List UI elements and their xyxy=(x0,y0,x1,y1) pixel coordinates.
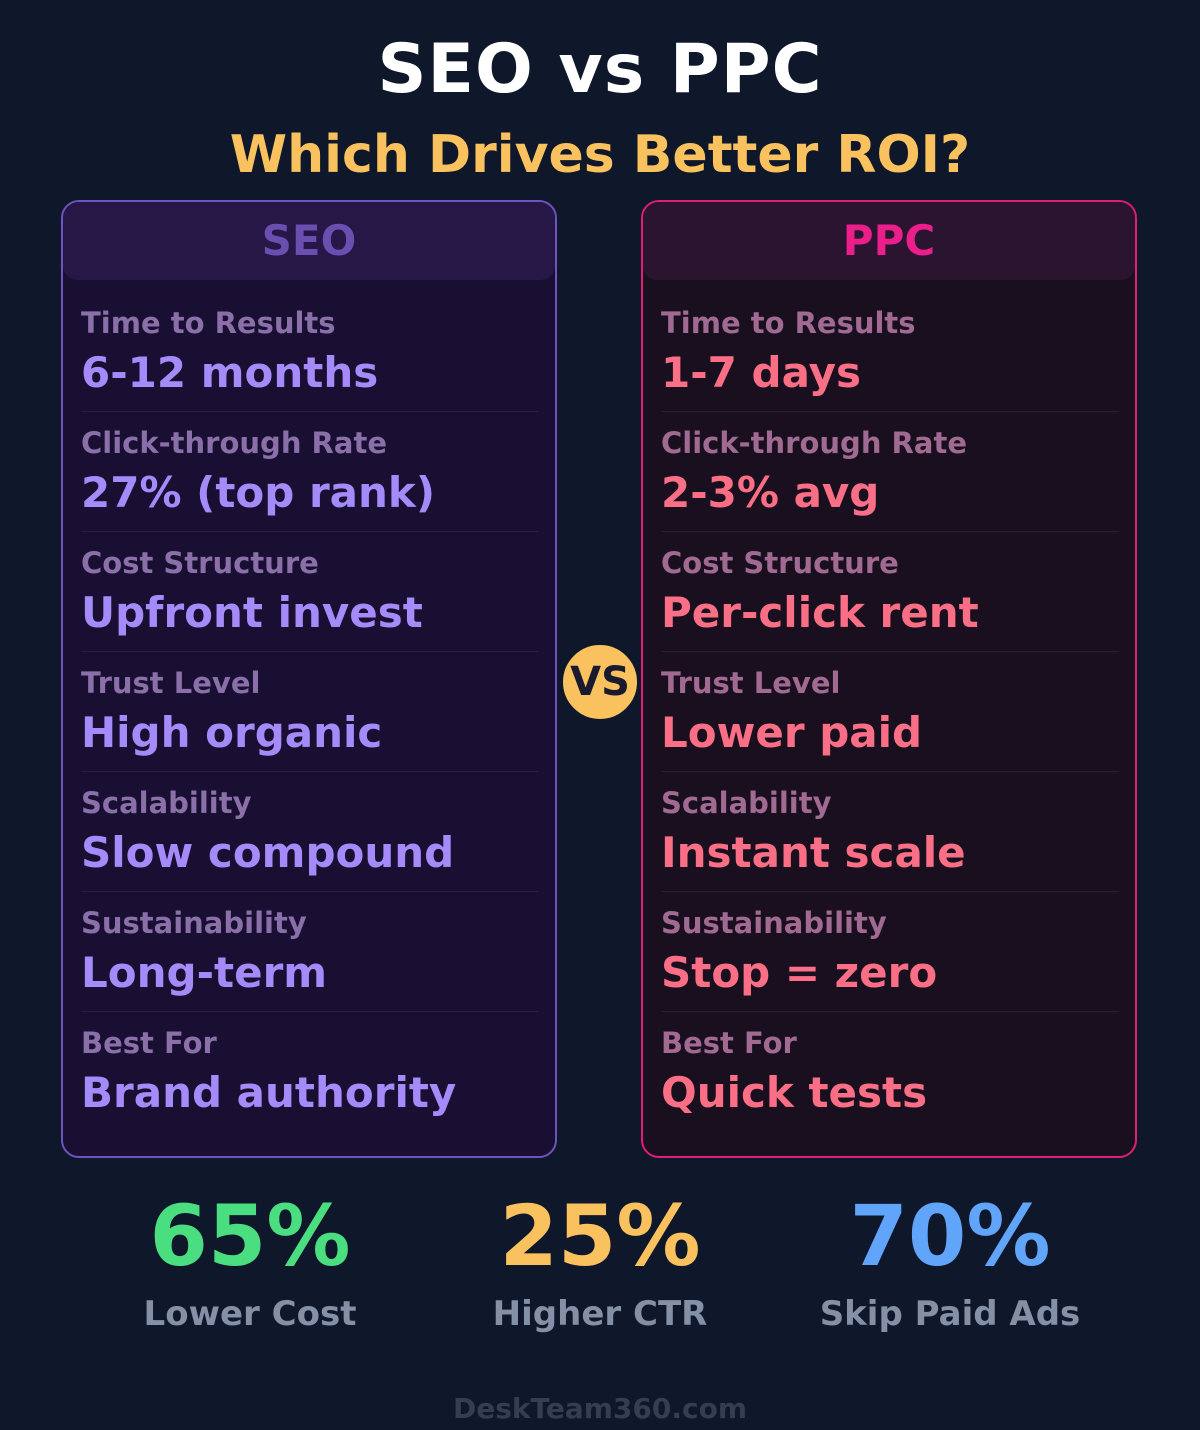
seo-row-ctr: Click-through Rate 27% (top rank) xyxy=(81,412,539,532)
ppc-row-ctr: Click-through Rate 2-3% avg xyxy=(661,412,1119,532)
ppc-row-time: Time to Results 1-7 days xyxy=(661,292,1119,412)
row-label: Best For xyxy=(81,1026,217,1060)
page-title: SEO vs PPC xyxy=(377,30,823,109)
row-value: Long-term xyxy=(81,948,328,997)
seo-row-time: Time to Results 6-12 months xyxy=(81,292,539,412)
stat-skip-paid-ads: 70% Skip Paid Ads xyxy=(770,1190,1130,1334)
row-label: Cost Structure xyxy=(81,546,319,580)
ppc-panel-heading: PPC xyxy=(643,202,1135,280)
row-value: 27% (top rank) xyxy=(81,468,436,517)
seo-panel: SEO Time to Results 6-12 months Click-th… xyxy=(61,200,557,1158)
stat-label: Lower Cost xyxy=(143,1294,357,1334)
seo-row-cost: Cost Structure Upfront invest xyxy=(81,532,539,652)
seo-row-sustainability: Sustainability Long-term xyxy=(81,892,539,1012)
page-subtitle: Which Drives Better ROI? xyxy=(229,125,971,185)
ppc-row-best-for: Best For Quick tests xyxy=(661,1012,1119,1132)
stat-value: 70% xyxy=(849,1187,1051,1285)
stat-value: 65% xyxy=(149,1187,351,1285)
ppc-row-sustainability: Sustainability Stop = zero xyxy=(661,892,1119,1012)
row-label: Trust Level xyxy=(81,666,261,700)
row-label: Click-through Rate xyxy=(81,426,387,460)
row-value: 6-12 months xyxy=(81,348,379,397)
row-value: Per-click rent xyxy=(661,588,979,637)
stat-label: Higher CTR xyxy=(492,1294,708,1334)
row-label: Sustainability xyxy=(81,906,307,940)
footer-brand: DeskTeam360.com xyxy=(452,1392,748,1425)
row-label: Time to Results xyxy=(81,306,336,340)
ppc-rows: Time to Results 1-7 days Click-through R… xyxy=(661,292,1119,1132)
ppc-row-cost: Cost Structure Per-click rent xyxy=(661,532,1119,652)
ppc-row-trust: Trust Level Lower paid xyxy=(661,652,1119,772)
stat-value: 25% xyxy=(499,1187,701,1285)
row-label: Sustainability xyxy=(661,906,887,940)
row-label: Click-through Rate xyxy=(661,426,967,460)
row-value: Stop = zero xyxy=(661,948,938,997)
stat-lower-cost: 65% Lower Cost xyxy=(70,1190,430,1334)
vs-badge: VS xyxy=(560,642,640,722)
seo-rows: Time to Results 6-12 months Click-throug… xyxy=(81,292,539,1132)
row-value: Brand authority xyxy=(81,1068,457,1117)
stat-label: Skip Paid Ads xyxy=(819,1294,1081,1334)
seo-panel-heading: SEO xyxy=(63,202,555,280)
row-label: Cost Structure xyxy=(661,546,899,580)
row-label: Scalability xyxy=(661,786,832,820)
row-value: Upfront invest xyxy=(81,588,423,637)
ppc-row-scalability: Scalability Instant scale xyxy=(661,772,1119,892)
row-label: Scalability xyxy=(81,786,252,820)
seo-row-trust: Trust Level High organic xyxy=(81,652,539,772)
row-value: 1-7 days xyxy=(661,348,861,397)
row-value: Quick tests xyxy=(661,1068,928,1117)
row-value: Slow compound xyxy=(81,828,455,877)
row-value: Lower paid xyxy=(661,708,923,757)
row-label: Best For xyxy=(661,1026,797,1060)
seo-row-best-for: Best For Brand authority xyxy=(81,1012,539,1132)
seo-row-scalability: Scalability Slow compound xyxy=(81,772,539,892)
stat-higher-ctr: 25% Higher CTR xyxy=(420,1190,780,1334)
row-value: 2-3% avg xyxy=(661,468,880,517)
row-label: Time to Results xyxy=(661,306,916,340)
row-value: Instant scale xyxy=(661,828,966,877)
row-label: Trust Level xyxy=(661,666,841,700)
ppc-panel: PPC Time to Results 1-7 days Click-throu… xyxy=(641,200,1137,1158)
row-value: High organic xyxy=(81,708,383,757)
